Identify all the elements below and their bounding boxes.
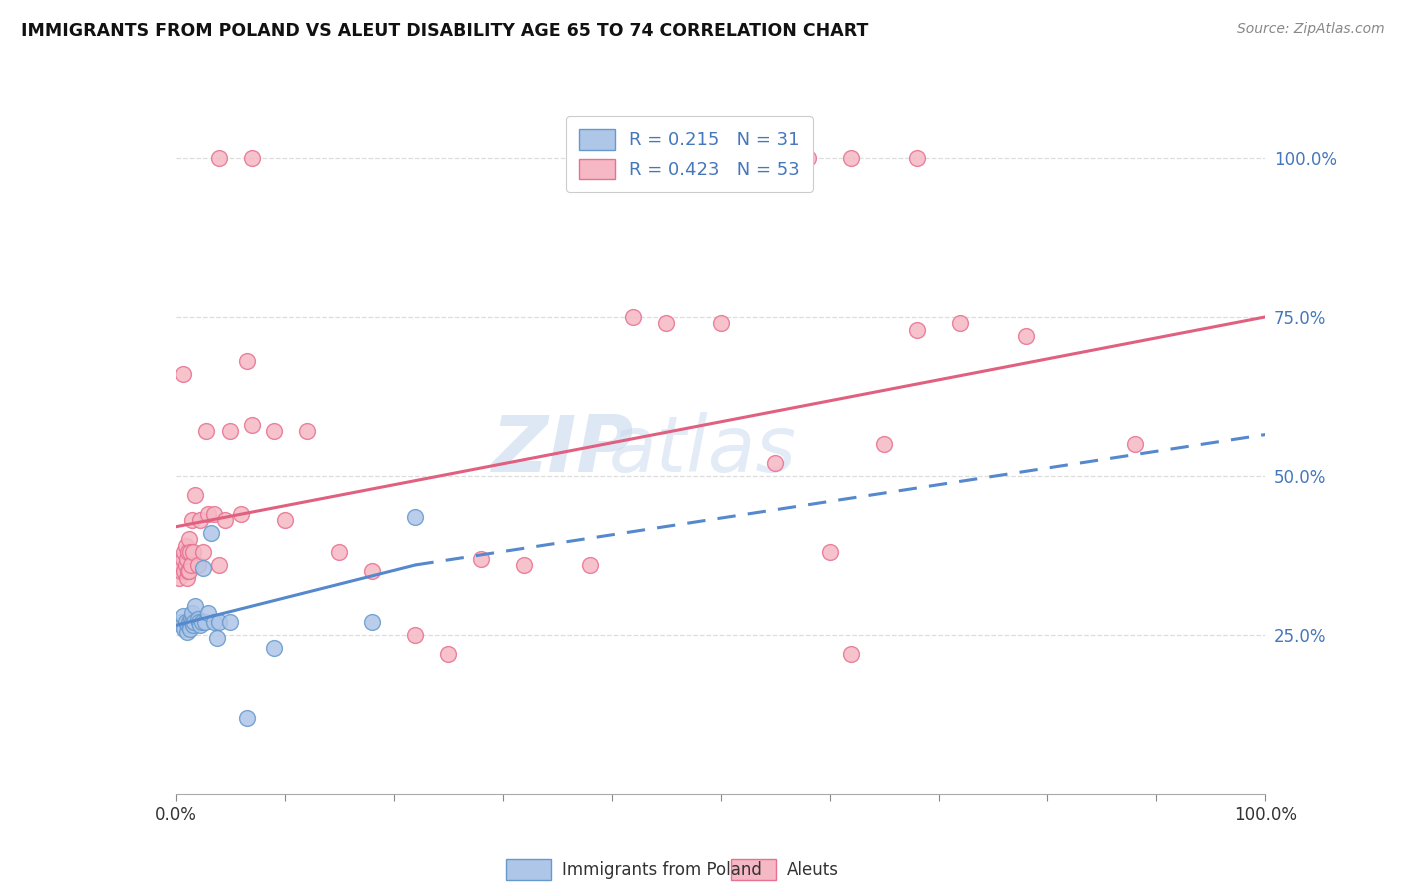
Point — [188, 513, 211, 527]
Text: Immigrants from Poland: Immigrants from Poland — [562, 861, 762, 879]
Point — [174, 558, 197, 572]
Point — [181, 513, 204, 527]
FancyBboxPatch shape — [506, 859, 551, 880]
Point — [621, 310, 644, 324]
Point — [763, 456, 786, 470]
Point — [197, 606, 219, 620]
Point — [202, 507, 225, 521]
Point — [172, 558, 194, 572]
Text: atlas: atlas — [609, 412, 797, 489]
Point — [191, 615, 214, 630]
Point — [180, 612, 202, 626]
Point — [187, 615, 209, 630]
Point — [1015, 329, 1038, 343]
Legend: R = 0.215   N = 31, R = 0.423   N = 53: R = 0.215 N = 31, R = 0.423 N = 53 — [567, 116, 813, 192]
Point — [513, 558, 536, 572]
Point — [172, 608, 194, 623]
Point — [181, 606, 204, 620]
Point — [186, 612, 209, 626]
Point — [173, 545, 195, 559]
Text: IMMIGRANTS FROM POLAND VS ALEUT DISABILITY AGE 65 TO 74 CORRELATION CHART: IMMIGRANTS FROM POLAND VS ALEUT DISABILI… — [21, 22, 869, 40]
Point — [191, 545, 214, 559]
Point — [579, 558, 602, 572]
Point — [655, 316, 678, 330]
Point — [177, 564, 200, 578]
Point — [219, 425, 242, 439]
Point — [181, 615, 204, 630]
Point — [177, 533, 200, 547]
FancyBboxPatch shape — [731, 859, 776, 880]
Text: ZIP: ZIP — [491, 412, 633, 489]
Point — [208, 558, 231, 572]
Point — [177, 545, 200, 559]
Point — [205, 631, 228, 645]
Point — [235, 710, 257, 724]
Point — [174, 615, 197, 630]
Point — [188, 618, 211, 632]
Point — [437, 647, 460, 661]
Point — [214, 513, 236, 527]
Point — [183, 615, 205, 630]
Point — [796, 151, 818, 165]
Point — [170, 564, 193, 578]
Point — [170, 615, 193, 630]
Text: Source: ZipAtlas.com: Source: ZipAtlas.com — [1237, 22, 1385, 37]
Point — [191, 561, 214, 575]
Point — [263, 640, 285, 655]
Point — [195, 425, 218, 439]
Point — [172, 618, 194, 632]
Point — [176, 624, 198, 639]
Point — [172, 367, 194, 381]
Point — [231, 507, 253, 521]
Point — [197, 507, 219, 521]
Point — [176, 551, 198, 566]
Point — [841, 151, 863, 165]
Point — [905, 151, 928, 165]
Point — [295, 425, 318, 439]
Point — [179, 622, 201, 636]
Point — [763, 151, 786, 165]
Point — [184, 488, 207, 502]
Point — [180, 558, 202, 572]
Point — [184, 599, 207, 614]
Point — [240, 151, 263, 165]
Text: Aleuts: Aleuts — [787, 861, 839, 879]
Point — [405, 510, 427, 524]
Point — [274, 513, 297, 527]
Point — [818, 545, 841, 559]
Point — [200, 526, 222, 541]
Point — [905, 323, 928, 337]
Point — [176, 571, 198, 585]
Point — [235, 354, 257, 368]
Point — [186, 558, 209, 572]
Point — [202, 615, 225, 630]
Point — [174, 539, 197, 553]
Point — [167, 571, 190, 585]
Point — [405, 628, 427, 642]
Point — [949, 316, 972, 330]
Point — [1123, 437, 1146, 451]
Point — [177, 564, 200, 578]
Point — [841, 647, 863, 661]
Point — [181, 545, 204, 559]
Point — [263, 425, 285, 439]
Point — [240, 417, 263, 432]
Point — [710, 316, 733, 330]
Point — [179, 545, 201, 559]
Point — [873, 437, 896, 451]
Point — [360, 564, 382, 578]
Point — [181, 618, 204, 632]
Point — [173, 622, 195, 636]
Point — [328, 545, 350, 559]
Point — [470, 551, 492, 566]
Point — [173, 564, 195, 578]
Point — [208, 151, 231, 165]
Point — [177, 618, 200, 632]
Point — [177, 615, 200, 630]
Point — [172, 551, 194, 566]
Point — [219, 615, 242, 630]
Point — [194, 615, 217, 630]
Point — [360, 615, 382, 630]
Point — [208, 615, 231, 630]
